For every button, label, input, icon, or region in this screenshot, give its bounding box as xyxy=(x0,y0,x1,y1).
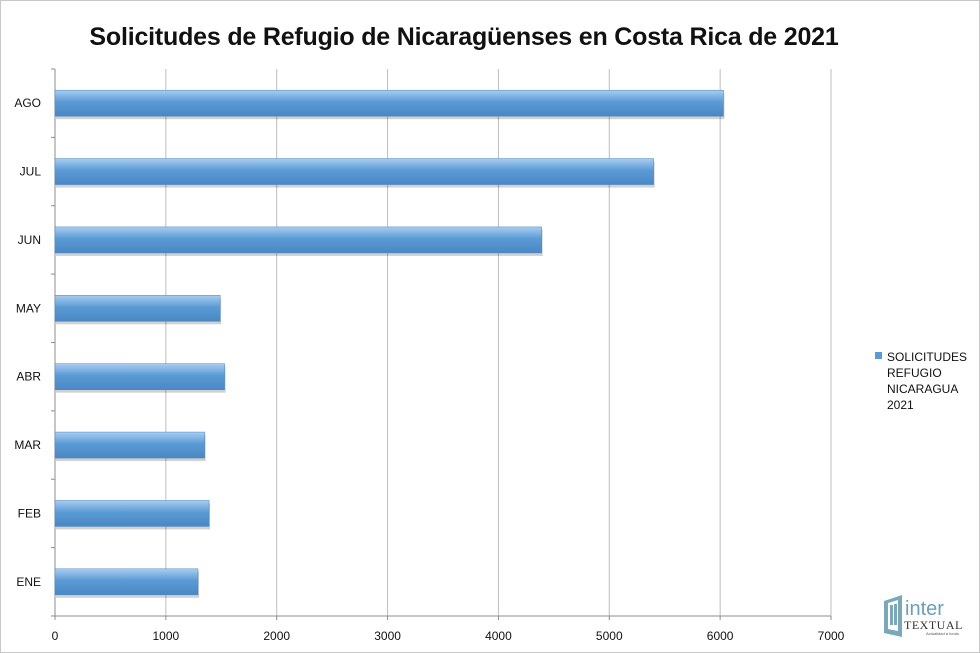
intertextual-logo: inter TEXTUAL Actualidad a fondo xyxy=(884,595,963,637)
bar-may xyxy=(54,295,221,322)
x-tick-label-3000: 3000 xyxy=(374,629,401,643)
labels: 0 1000 2000 3000 4000 5000 6000 7000 ENE FEB MAR AB… xyxy=(14,96,844,643)
x-tick-label-4000: 4000 xyxy=(485,629,512,643)
category-label-mar: MAR xyxy=(14,438,41,452)
logo-emblem-icon xyxy=(884,595,902,637)
bar-jun xyxy=(54,226,542,254)
axes xyxy=(51,68,832,620)
category-label-jul: JUL xyxy=(20,165,42,179)
category-label-abr: ABR xyxy=(16,370,41,384)
category-label-ene: ENE xyxy=(16,575,41,589)
bar-ene xyxy=(54,568,199,596)
category-label-feb: FEB xyxy=(18,506,41,520)
bar-abr xyxy=(54,363,225,390)
x-tick-label-2000: 2000 xyxy=(263,629,290,643)
category-label-may: MAY xyxy=(16,301,41,315)
logo-text-inter: inter xyxy=(905,598,944,620)
category-label-ago: AGO xyxy=(14,96,41,110)
bar-jul xyxy=(54,158,654,185)
gridlines xyxy=(165,69,832,616)
bar-feb xyxy=(54,500,210,527)
x-tick-label-0: 0 xyxy=(52,629,59,643)
x-tick-label-6000: 6000 xyxy=(707,629,734,643)
category-label-jun: JUN xyxy=(18,233,41,247)
logo-tagline: Actualidad a fondo xyxy=(926,631,960,636)
bars xyxy=(54,89,725,598)
x-tick-label-7000: 7000 xyxy=(818,629,845,643)
legend-label: SOLICITUDES REFUGIO NICARAGUA 2021 xyxy=(887,350,968,412)
bar-mar xyxy=(54,431,205,459)
x-tick-label-1000: 1000 xyxy=(153,629,180,643)
legend-swatch xyxy=(875,352,882,359)
bar-ago xyxy=(54,89,724,117)
chart-title: Solicitudes de Refugio de Nicaragüenses … xyxy=(89,23,839,51)
x-tick-label-5000: 5000 xyxy=(596,629,623,643)
logo-text-textual: TEXTUAL xyxy=(904,618,963,632)
